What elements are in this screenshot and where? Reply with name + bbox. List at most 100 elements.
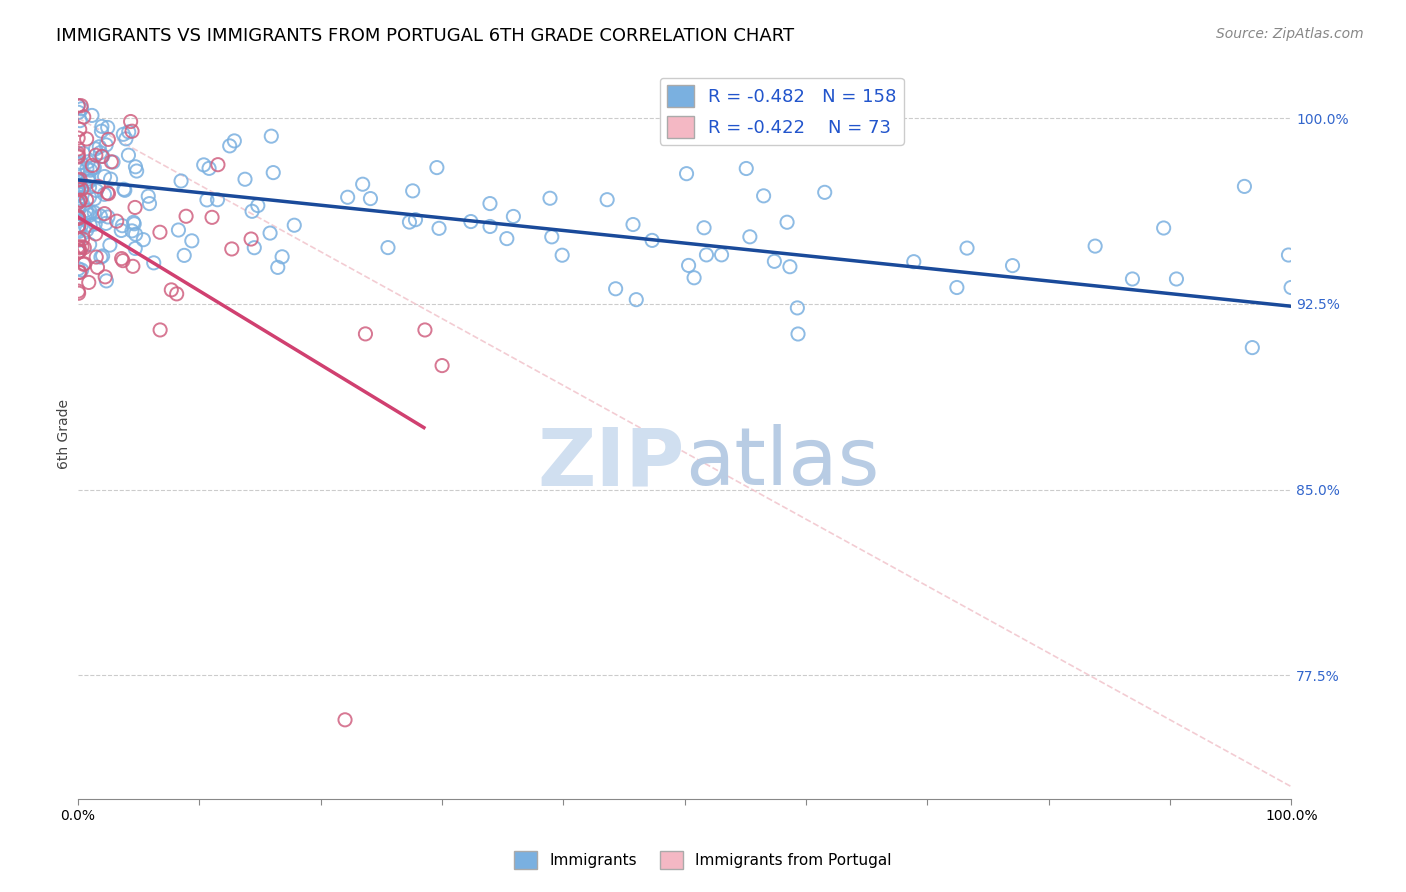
Point [149, 225, 172, 239]
Text: Source: ZipAtlas.com: Source: ZipAtlas.com [1216, 27, 1364, 41]
Point [67, 211, 90, 226]
Point [112, 182, 135, 196]
Point [67, 211, 90, 225]
Point [201, 211, 224, 225]
Point [67, 146, 90, 161]
Point [814, 186, 837, 200]
Point [69, 155, 91, 169]
Point [79, 205, 101, 219]
Point [67, 219, 90, 233]
Point [101, 155, 124, 169]
Point [540, 230, 562, 244]
Point [86, 260, 108, 275]
Point [752, 189, 775, 203]
Point [479, 219, 502, 234]
Point [110, 223, 132, 237]
Legend: Immigrants, Immigrants from Portugal: Immigrants, Immigrants from Portugal [508, 845, 898, 875]
Point [79, 163, 101, 178]
Point [67, 105, 90, 120]
Point [91, 149, 114, 163]
Point [683, 270, 706, 285]
Point [77, 276, 100, 290]
Point [121, 260, 143, 274]
Point [354, 326, 377, 341]
Point [262, 166, 284, 180]
Point [377, 241, 399, 255]
Point [83, 205, 105, 219]
Point [94, 137, 117, 152]
Point [1001, 259, 1024, 273]
Point [198, 161, 221, 176]
Point [136, 189, 159, 203]
Point [67, 244, 90, 259]
Point [73, 110, 96, 124]
Point [69, 113, 91, 128]
Point [67, 232, 90, 246]
Point [160, 283, 183, 297]
Point [233, 172, 256, 186]
Point [693, 220, 716, 235]
Point [675, 167, 697, 181]
Point [69, 265, 91, 279]
Point [271, 250, 294, 264]
Point [776, 215, 799, 229]
Point [67, 98, 90, 112]
Point [333, 713, 356, 727]
Point [710, 248, 733, 262]
Point [946, 280, 969, 294]
Point [166, 286, 188, 301]
Point [359, 192, 381, 206]
Point [84, 250, 107, 264]
Point [787, 326, 810, 341]
Point [221, 242, 243, 256]
Point [641, 233, 664, 247]
Point [118, 125, 141, 139]
Point [96, 186, 118, 200]
Point [76, 223, 98, 237]
Point [69, 178, 91, 192]
Point [97, 120, 120, 135]
Point [121, 124, 143, 138]
Point [73, 257, 96, 271]
Text: atlas: atlas [685, 424, 879, 502]
Point [67, 162, 90, 177]
Point [67, 211, 90, 225]
Point [621, 218, 644, 232]
Point [91, 149, 114, 163]
Point [735, 161, 758, 176]
Point [125, 164, 148, 178]
Point [67, 244, 90, 259]
Point [67, 211, 90, 226]
Point [180, 234, 202, 248]
Point [538, 191, 561, 205]
Point [67, 173, 90, 187]
Point [224, 134, 246, 148]
Point [174, 209, 197, 223]
Point [243, 241, 266, 255]
Point [70, 263, 93, 277]
Point [67, 157, 90, 171]
Point [763, 254, 786, 268]
Point [69, 244, 91, 258]
Point [478, 196, 501, 211]
Point [596, 193, 619, 207]
Point [605, 282, 627, 296]
Point [1121, 272, 1143, 286]
Point [111, 252, 134, 266]
Point [67, 186, 90, 201]
Point [352, 178, 374, 192]
Point [76, 193, 98, 207]
Point [1241, 341, 1264, 355]
Point [84, 217, 107, 231]
Point [84, 142, 107, 156]
Point [83, 161, 105, 175]
Point [84, 148, 107, 162]
Point [77, 169, 100, 184]
Point [70, 182, 93, 196]
Point [91, 249, 114, 263]
Point [117, 148, 139, 162]
Text: ZIP: ZIP [537, 424, 685, 502]
Point [67, 219, 90, 233]
Point [82, 158, 104, 172]
Point [70, 102, 93, 116]
